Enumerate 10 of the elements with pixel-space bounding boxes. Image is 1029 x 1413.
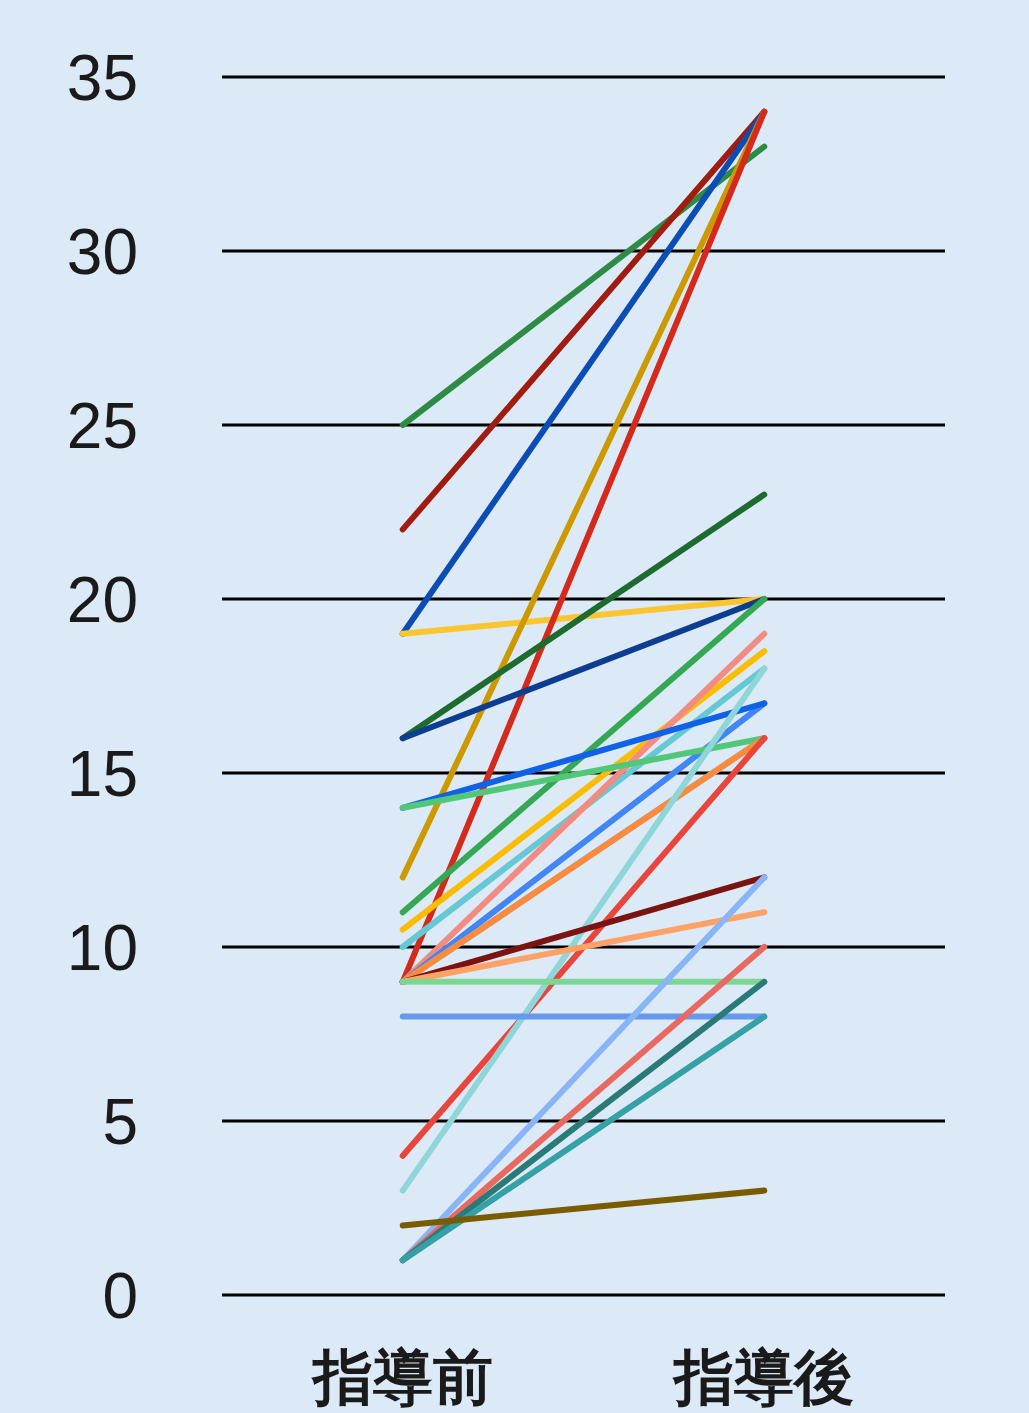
- x-tick-label: 指導前: [310, 1342, 493, 1412]
- y-tick-label: 10: [66, 912, 138, 985]
- y-tick-label: 25: [66, 390, 138, 463]
- y-tick-label: 5: [102, 1086, 138, 1159]
- y-tick-label: 20: [66, 564, 138, 637]
- y-tick-label: 15: [66, 738, 138, 811]
- x-tick-label: 指導後: [672, 1342, 855, 1412]
- y-tick-label: 30: [66, 216, 138, 289]
- y-tick-label: 35: [66, 42, 138, 115]
- y-tick-label: 0: [102, 1260, 138, 1333]
